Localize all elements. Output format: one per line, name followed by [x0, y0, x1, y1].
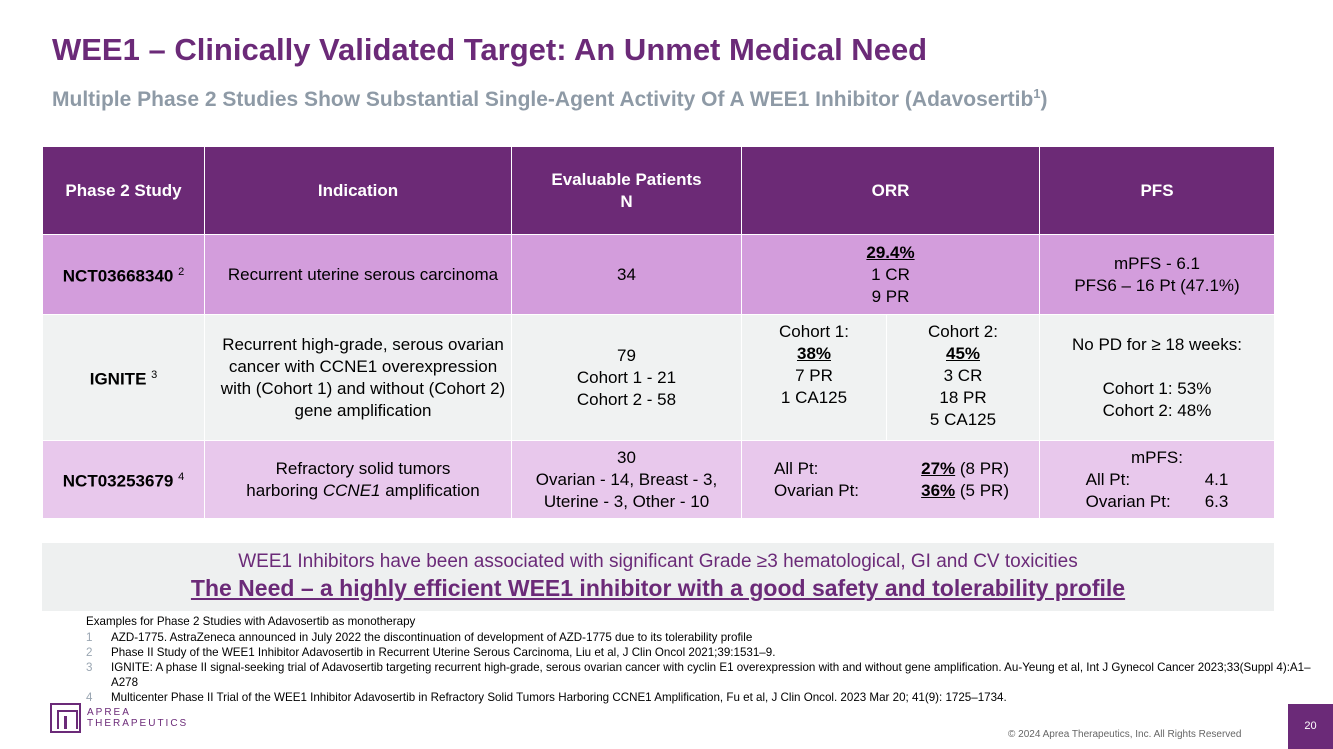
header-indication: Indication [204, 146, 512, 235]
orr-cohort1-cell: Cohort 1: 38% 7 PR 1 CA125 [741, 314, 887, 441]
table-row: NCT03668340 2 Recurrent uterine serous c… [42, 234, 1275, 315]
reference-item: 2 Phase II Study of the WEE1 Inhibitor A… [86, 646, 776, 659]
pfs-cell: No PD for ≥ 18 weeks: Cohort 1: 53% Coho… [1039, 314, 1275, 441]
table-header-row: Phase 2 Study Indication Evaluable Patie… [42, 146, 1275, 235]
table-row: NCT03253679 4 Refractory solid tumors ha… [42, 440, 1275, 519]
unmet-need-banner: WEE1 Inhibitors have been associated wit… [42, 543, 1274, 611]
subtitle-ref: 1 [1033, 86, 1041, 101]
patients-cell: 30 Ovarian - 14, Breast - 3, Uterine - 3… [511, 440, 742, 519]
references-heading: Examples for Phase 2 Studies with Adavos… [86, 615, 416, 628]
orr-cell: 29.4% 1 CR 9 PR [741, 234, 1040, 315]
patients-cell: 79 Cohort 1 - 21 Cohort 2 - 58 [511, 314, 742, 441]
reference-item: 3 IGNITE: A phase II signal-seeking trial… [86, 661, 1311, 689]
aprea-logo-icon [50, 703, 81, 733]
header-patients: Evaluable Patients N [511, 146, 742, 235]
orr-cell: All Pt: 27% (8 PR) Ovarian Pt: 36% (5 PR… [741, 440, 1040, 519]
need-statement: The Need – a highly efficient WEE1 inhib… [190, 575, 1126, 601]
references: Examples for Phase 2 Studies with Adavos… [86, 614, 1316, 705]
indication-cell: Refractory solid tumors harboring CCNE1 … [204, 440, 512, 519]
page-subtitle: Multiple Phase 2 Studies Show Substantia… [52, 86, 1048, 111]
header-orr: ORR [741, 146, 1040, 235]
indication-cell: Recurrent uterine serous carcinoma [204, 234, 512, 315]
study-id: NCT03253679 4 [42, 440, 205, 519]
aprea-logo: APREA THERAPEUTICS [50, 703, 188, 733]
indication-cell: Recurrent high-grade, serous ovarian can… [204, 314, 512, 441]
orr-cohort2-cell: Cohort 2: 45% 3 CR 18 PR 5 CA125 [886, 314, 1040, 441]
table-row: IGNITE 3 Recurrent high-grade, serous ov… [42, 314, 1275, 441]
header-pfs: PFS [1039, 146, 1275, 235]
copyright-notice: © 2024 Aprea Therapeutics, Inc. All Righ… [1008, 729, 1242, 740]
page-number: 20 [1288, 704, 1333, 749]
header-study: Phase 2 Study [42, 146, 205, 235]
page-title: WEE1 – Clinically Validated Target: An U… [52, 32, 928, 67]
pfs-cell: mPFS: All Pt: 4.1 Ovarian Pt: 6.3 [1039, 440, 1275, 519]
reference-item: 1 AZD-1775. AstraZeneca announced in July… [86, 631, 753, 644]
reference-item: 4 Multicenter Phase II Trial of the WEE1 … [86, 691, 1007, 704]
toxicity-statement: WEE1 Inhibitors have been associated wit… [238, 551, 1078, 572]
study-id: NCT03668340 2 [42, 234, 205, 315]
patients-cell: 34 [511, 234, 742, 315]
study-id: IGNITE 3 [42, 314, 205, 441]
study-table: Phase 2 Study Indication Evaluable Patie… [42, 146, 1275, 519]
pfs-cell: mPFS - 6.1 PFS6 – 16 Pt (47.1%) [1039, 234, 1275, 315]
